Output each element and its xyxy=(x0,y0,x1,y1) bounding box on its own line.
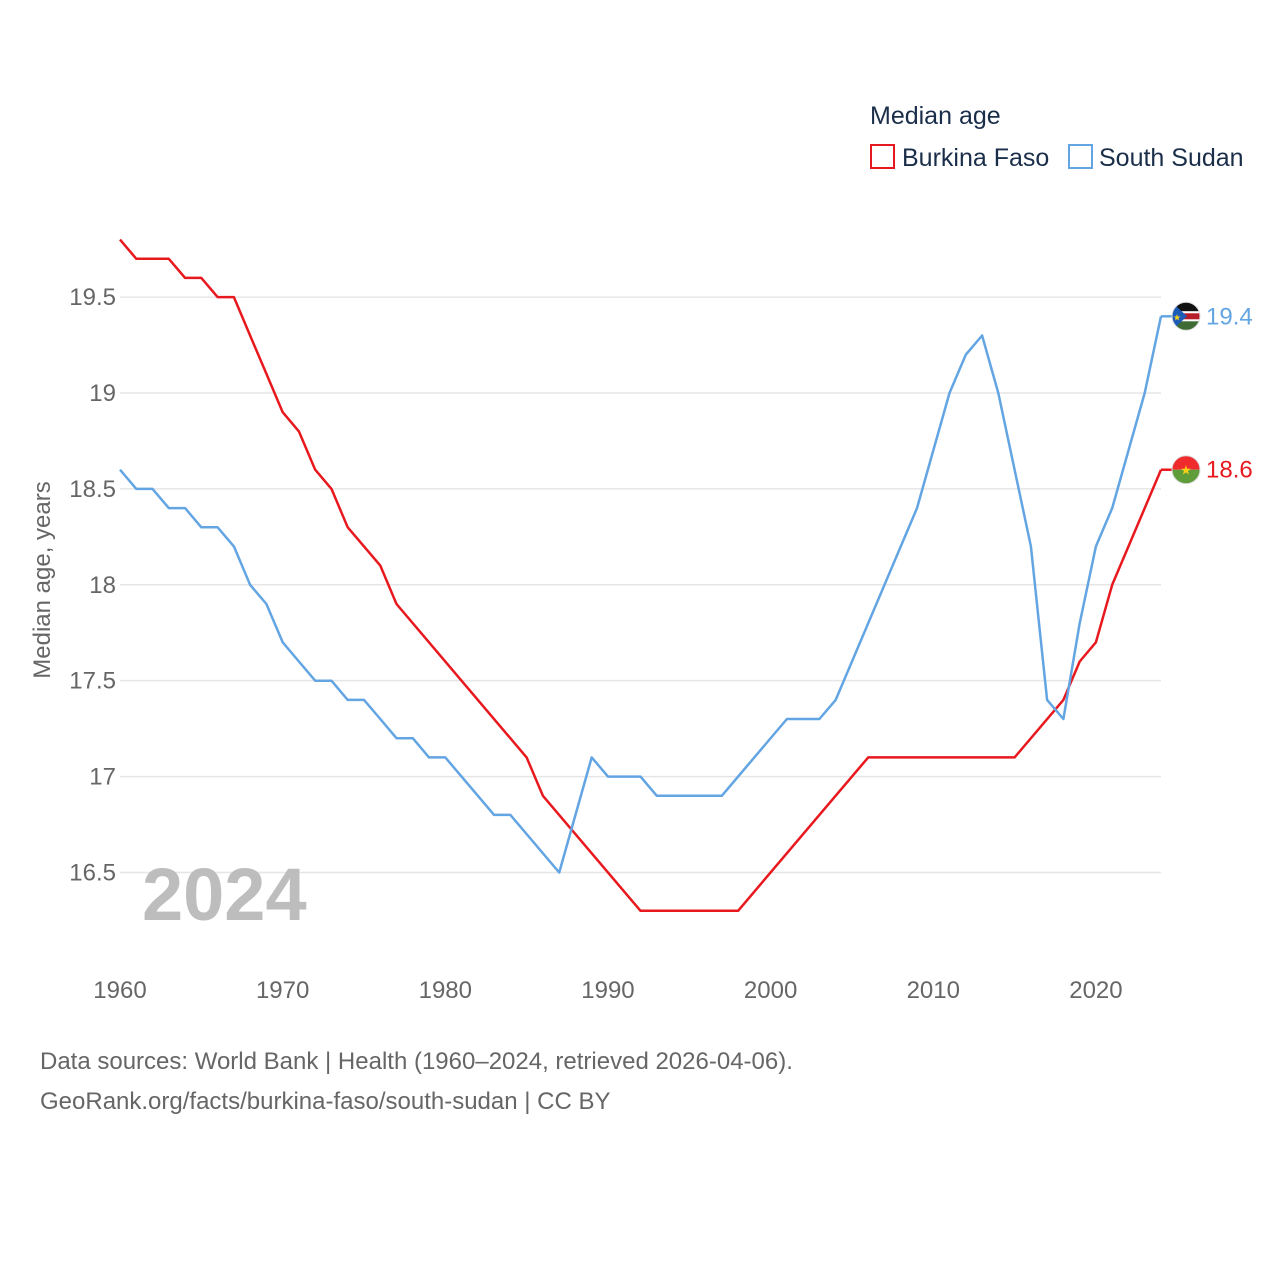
x-tick-label: 1990 xyxy=(581,977,634,1004)
source-note: Data sources: World Bank | Health (1960–… xyxy=(40,1042,793,1122)
y-tick-label: 17.5 xyxy=(69,668,116,695)
x-axis-ticks: 1960 1970 1980 1990 2000 2010 2020 xyxy=(93,977,1122,1004)
series-line-south-sudan[interactable] xyxy=(119,316,1163,874)
y-tick-label: 19.5 xyxy=(69,284,116,311)
y-axis-label: Median age, years xyxy=(29,481,56,678)
year-watermark: 2024 xyxy=(142,853,307,936)
x-tick-label: 2020 xyxy=(1069,977,1122,1004)
y-tick-label: 18 xyxy=(89,572,116,599)
burkina-faso-flag-icon: ★ xyxy=(1171,455,1201,485)
svg-text:★: ★ xyxy=(1180,464,1192,479)
x-tick-label: 1970 xyxy=(256,977,309,1004)
end-value-label-south-sudan: 19.4 xyxy=(1206,303,1253,330)
legend-title: Median age xyxy=(870,102,1001,130)
source-line-2: GeoRank.org/facts/burkina-faso/south-sud… xyxy=(40,1088,611,1115)
x-tick-label: 1980 xyxy=(419,977,472,1004)
y-tick-label: 16.5 xyxy=(69,859,116,886)
source-line-1: Data sources: World Bank | Health (1960–… xyxy=(40,1048,793,1075)
legend: Median age Burkina Faso South Sudan xyxy=(870,102,1244,172)
x-tick-label: 2010 xyxy=(907,977,960,1004)
gridlines xyxy=(120,296,1161,874)
south-sudan-flag-icon: ★ xyxy=(1171,301,1201,331)
series-end-markers: ★ 18.6 ★ 19.4 xyxy=(1161,301,1253,485)
legend-swatch-burkina-faso xyxy=(870,144,895,169)
x-tick-label: 2000 xyxy=(744,977,797,1004)
svg-text:★: ★ xyxy=(1173,313,1181,323)
end-value-label-burkina-faso: 18.6 xyxy=(1206,457,1253,484)
legend-item-south-sudan[interactable]: South Sudan xyxy=(1068,144,1244,172)
series-lines xyxy=(119,238,1163,913)
x-tick-label: 1960 xyxy=(93,977,146,1004)
legend-swatch-south-sudan xyxy=(1068,144,1093,169)
y-tick-label: 19 xyxy=(89,380,116,407)
series-line-burkina-faso[interactable] xyxy=(119,238,1163,913)
legend-item-burkina-faso[interactable]: Burkina Faso xyxy=(870,144,1049,172)
legend-label-burkina-faso: Burkina Faso xyxy=(902,144,1049,172)
y-tick-label: 17 xyxy=(89,764,116,791)
y-tick-label: 18.5 xyxy=(69,476,116,503)
legend-label-south-sudan: South Sudan xyxy=(1099,144,1244,172)
y-axis-ticks: 16.5 17 17.5 18 18.5 19 19.5 xyxy=(69,284,116,886)
